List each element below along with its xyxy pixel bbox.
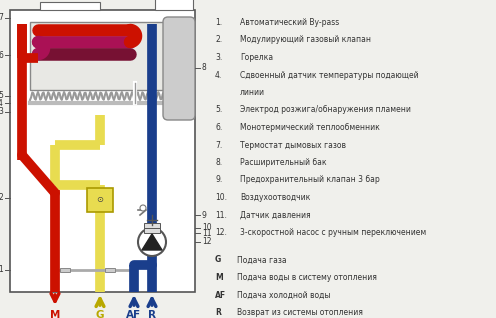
Text: 1: 1 xyxy=(0,266,3,274)
Text: Термостат дымовых газов: Термостат дымовых газов xyxy=(240,141,346,149)
Text: 3: 3 xyxy=(0,107,3,116)
Text: 6.: 6. xyxy=(215,123,222,132)
Text: Подача холодной воды: Подача холодной воды xyxy=(237,291,330,300)
Text: Расширительный бак: Расширительный бак xyxy=(240,158,327,167)
Text: 5: 5 xyxy=(0,92,3,100)
Text: 10.: 10. xyxy=(215,193,227,202)
Bar xyxy=(30,22,165,90)
Text: G: G xyxy=(96,310,104,318)
Text: Подача газа: Подача газа xyxy=(237,255,287,265)
Text: Предохранительный клапан 3 бар: Предохранительный клапан 3 бар xyxy=(240,176,380,184)
Text: Возврат из системы отопления: Возврат из системы отопления xyxy=(237,308,363,317)
Bar xyxy=(144,223,160,228)
Bar xyxy=(40,2,100,10)
Text: 4.: 4. xyxy=(215,71,222,80)
Text: 12.: 12. xyxy=(215,228,227,237)
Circle shape xyxy=(140,205,146,211)
Text: 2.: 2. xyxy=(215,36,222,45)
Text: Горелка: Горелка xyxy=(240,53,273,62)
Text: 3.: 3. xyxy=(215,53,222,62)
Text: 3-скоростной насос с ручным переключением: 3-скоростной насос с ручным переключение… xyxy=(240,228,426,237)
Text: 11.: 11. xyxy=(215,211,227,219)
Text: ⊙: ⊙ xyxy=(97,196,104,204)
Text: Монотермический теплообменник: Монотермический теплообменник xyxy=(240,123,380,132)
Text: Сдвоенный датчик температуры подающей: Сдвоенный датчик температуры подающей xyxy=(240,71,419,80)
Text: Подача воды в систему отопления: Подача воды в систему отопления xyxy=(237,273,377,282)
Text: 2: 2 xyxy=(0,193,3,203)
Text: 5.: 5. xyxy=(215,106,222,114)
Text: R: R xyxy=(148,310,156,318)
Text: AF: AF xyxy=(215,291,226,300)
Text: Модулирующий газовый клапан: Модулирующий газовый клапан xyxy=(240,36,371,45)
Bar xyxy=(144,228,160,233)
Text: 11: 11 xyxy=(202,229,211,238)
Text: 6: 6 xyxy=(0,51,3,59)
Bar xyxy=(10,10,195,292)
Text: 7.: 7. xyxy=(215,141,222,149)
Text: 4: 4 xyxy=(0,99,3,107)
Bar xyxy=(87,188,113,212)
Text: G: G xyxy=(215,255,221,265)
Text: R: R xyxy=(215,308,221,317)
Bar xyxy=(60,268,70,272)
Text: 9.: 9. xyxy=(215,176,222,184)
Text: Датчик давления: Датчик давления xyxy=(240,211,310,219)
Text: M: M xyxy=(50,310,60,318)
Circle shape xyxy=(138,228,166,256)
Text: 12: 12 xyxy=(202,238,211,246)
Text: Электрод розжига/обнаружения пламени: Электрод розжига/обнаружения пламени xyxy=(240,106,411,114)
Text: Автоматический By-pass: Автоматический By-pass xyxy=(240,18,339,27)
Bar xyxy=(105,268,115,272)
Bar xyxy=(155,0,193,10)
Text: 10: 10 xyxy=(202,224,212,232)
Text: Воздухоотводчик: Воздухоотводчик xyxy=(240,193,310,202)
Text: 9: 9 xyxy=(202,211,207,219)
Text: AF: AF xyxy=(126,310,141,318)
Text: 8: 8 xyxy=(202,64,207,73)
FancyBboxPatch shape xyxy=(163,17,195,120)
Text: линии: линии xyxy=(240,88,265,97)
Text: 7: 7 xyxy=(0,13,3,23)
Text: 8.: 8. xyxy=(215,158,222,167)
Text: 1.: 1. xyxy=(215,18,222,27)
Text: M: M xyxy=(215,273,223,282)
Polygon shape xyxy=(142,234,162,250)
